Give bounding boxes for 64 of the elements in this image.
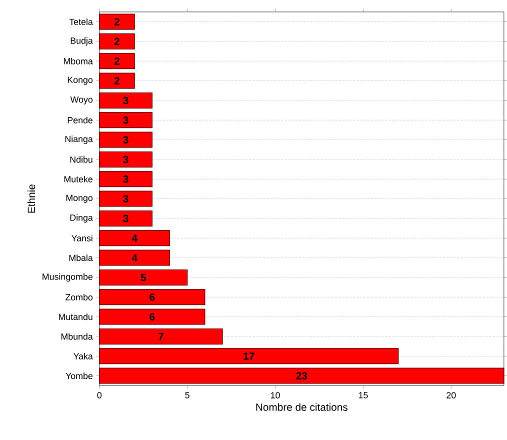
y-tick-label: Nianga [65, 135, 93, 144]
data-label: 4 [132, 254, 138, 262]
y-tick-label: Muteke [64, 176, 93, 182]
x-tick-label: 0 [97, 392, 102, 398]
bar [99, 308, 206, 325]
data-label: 3 [123, 194, 128, 202]
bar [99, 210, 152, 226]
y-tick-label: Mbala [69, 254, 93, 261]
data-label: 3 [123, 175, 128, 183]
data-label: 4 [132, 234, 138, 242]
y-tick-label: Yansi [71, 234, 92, 242]
x-tick-label: 15 [358, 392, 368, 398]
y-tick-label: Pende [68, 116, 93, 124]
y-tick-label: Mongo [66, 194, 93, 203]
x-tick-label: 20 [446, 392, 456, 398]
bar [99, 250, 170, 266]
data-label: 2 [114, 38, 120, 45]
x-tick-label: 10 [271, 392, 280, 398]
data-label: 3 [123, 96, 128, 104]
bar [99, 52, 135, 69]
data-label: 17 [244, 352, 254, 360]
y-tick-label: Woyo [70, 96, 93, 104]
y-tick-label: Yombe [66, 372, 93, 379]
data-label: 2 [114, 18, 120, 26]
data-label: 3 [123, 116, 128, 124]
y-tick-label: Mutandu [58, 313, 92, 320]
bar [99, 132, 152, 148]
bar [99, 269, 188, 286]
bar [99, 328, 223, 344]
data-label: 3 [123, 136, 128, 144]
y-tick-label: Budja [70, 37, 93, 46]
y-tick-label: Tetela [69, 18, 93, 25]
bar [99, 72, 135, 89]
x-axis-title: Nombre de citations [256, 403, 348, 411]
data-label: 5 [140, 274, 146, 281]
y-tick-label: Kongo [68, 76, 93, 85]
bar [99, 288, 206, 305]
bar [99, 230, 170, 246]
bar [99, 33, 135, 50]
data-label: 7 [158, 332, 164, 340]
data-label: 2 [114, 57, 120, 65]
bar [99, 92, 152, 108]
data-label: 3 [123, 156, 128, 163]
bar [99, 151, 152, 168]
data-label: 2 [114, 77, 120, 84]
y-tick-label: Musingombe [42, 273, 93, 282]
bar [99, 348, 399, 364]
data-label: 6 [150, 312, 155, 320]
bar [99, 170, 152, 187]
y-tick-label: Dinga [70, 214, 93, 222]
bar [99, 112, 152, 128]
y-tick-label: Mbunda [61, 333, 93, 340]
bar [99, 14, 135, 30]
y-tick-label: Yaka [73, 352, 93, 360]
y-tick-label: Zombo [65, 294, 93, 300]
y-tick-label: Ndibu [70, 156, 92, 163]
bar [99, 190, 152, 207]
x-tick-label: 5 [185, 392, 190, 398]
data-label: 3 [123, 214, 128, 222]
data-label: 23 [296, 372, 308, 380]
y-tick-label: Mboma [64, 58, 93, 64]
y-axis-title: Ethnie [27, 184, 36, 213]
data-label: 6 [150, 293, 155, 301]
bar [99, 368, 504, 384]
